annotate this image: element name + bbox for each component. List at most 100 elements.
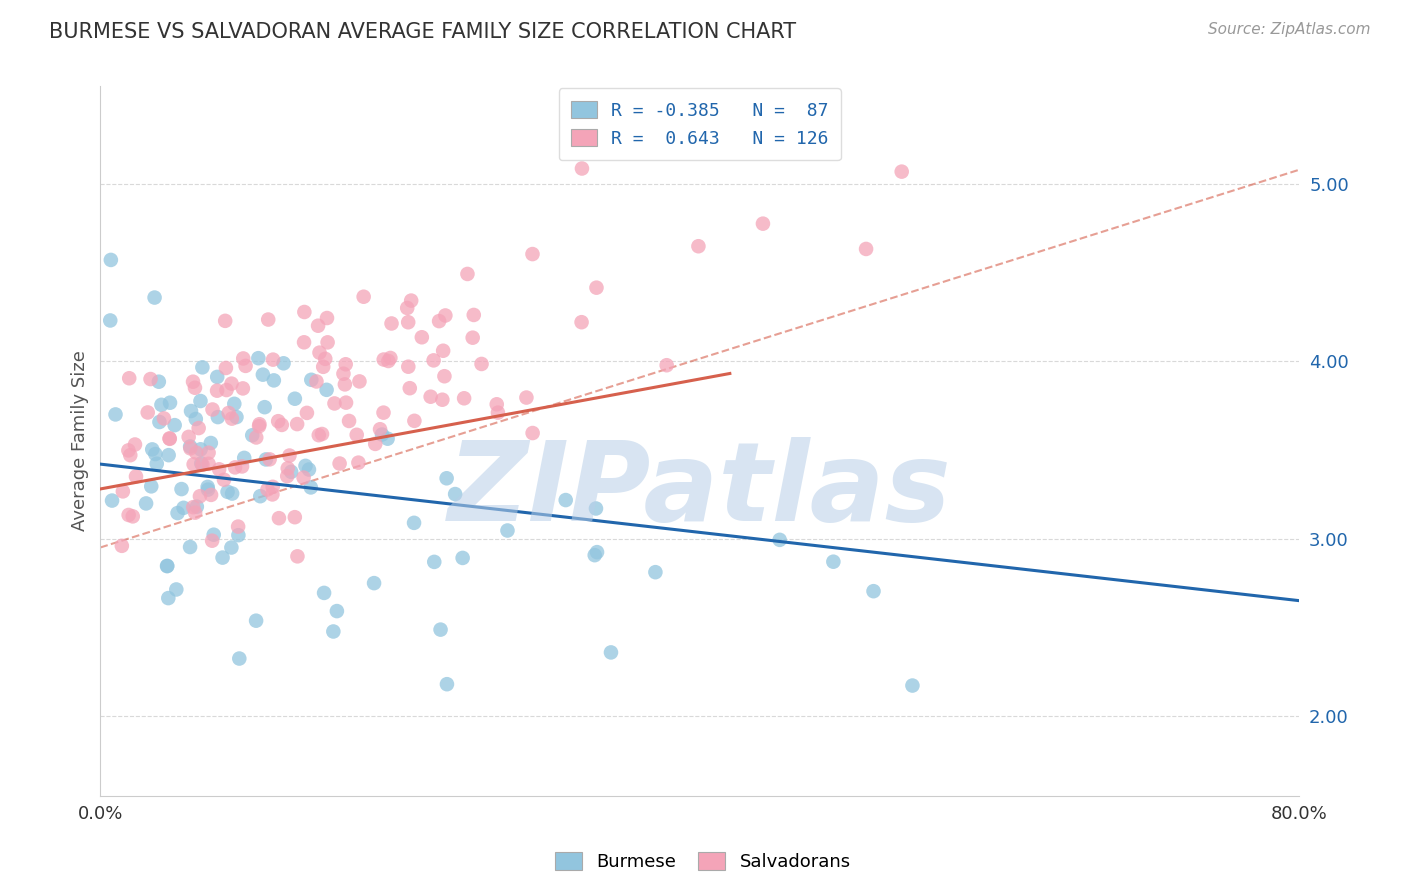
Point <box>436 677 458 691</box>
Point <box>485 397 508 411</box>
Point <box>165 582 187 597</box>
Point <box>214 314 236 328</box>
Point <box>470 357 492 371</box>
Point <box>211 550 233 565</box>
Legend: Burmese, Salvadorans: Burmese, Salvadorans <box>548 846 858 879</box>
Point <box>262 480 284 494</box>
Point <box>179 440 201 454</box>
Point <box>224 397 246 411</box>
Point <box>380 317 402 331</box>
Point <box>187 421 209 435</box>
Point <box>166 506 188 520</box>
Point <box>432 392 454 407</box>
Point <box>423 555 446 569</box>
Point <box>148 415 170 429</box>
Point <box>188 489 211 503</box>
Point <box>135 496 157 510</box>
Point <box>329 457 352 471</box>
Point <box>752 217 775 231</box>
Point <box>332 367 354 381</box>
Point <box>201 533 224 548</box>
Point <box>190 442 212 457</box>
Point <box>347 456 370 470</box>
Point <box>212 473 235 487</box>
Point <box>280 465 302 479</box>
Point <box>190 394 212 409</box>
Point <box>245 430 267 444</box>
Point <box>862 584 884 599</box>
Point <box>235 359 257 373</box>
Point <box>197 457 219 471</box>
Point <box>335 395 357 409</box>
Point <box>184 412 207 426</box>
Point <box>221 486 243 500</box>
Point <box>183 458 205 472</box>
Point <box>197 446 219 460</box>
Point <box>373 352 395 367</box>
Point <box>433 369 456 384</box>
Point <box>215 383 238 397</box>
Point <box>240 428 263 442</box>
Point <box>247 419 270 434</box>
Point <box>184 506 207 520</box>
Point <box>396 359 419 374</box>
Point <box>769 533 792 547</box>
Point <box>262 352 284 367</box>
Point <box>335 357 357 371</box>
Point <box>436 471 458 485</box>
Point <box>427 314 450 328</box>
Y-axis label: Average Family Size: Average Family Size <box>72 351 89 532</box>
Point <box>571 161 593 176</box>
Point <box>453 392 475 406</box>
Point <box>98 313 121 327</box>
Point <box>101 493 124 508</box>
Point <box>644 565 666 579</box>
Point <box>337 414 360 428</box>
Point <box>217 484 239 499</box>
Point <box>186 500 208 514</box>
Point <box>404 414 426 428</box>
Point <box>585 280 607 294</box>
Point <box>118 371 141 385</box>
Point <box>145 457 167 471</box>
Point <box>179 540 201 554</box>
Point <box>554 493 576 508</box>
Point <box>396 301 419 315</box>
Point <box>522 247 544 261</box>
Text: BURMESE VS SALVADORAN AVERAGE FAMILY SIZE CORRELATION CHART: BURMESE VS SALVADORAN AVERAGE FAMILY SIZ… <box>49 22 796 42</box>
Point <box>233 450 256 465</box>
Point <box>221 411 243 425</box>
Point <box>278 449 301 463</box>
Point <box>333 377 356 392</box>
Point <box>273 356 295 370</box>
Point <box>377 354 399 368</box>
Point <box>287 549 309 564</box>
Text: Source: ZipAtlas.com: Source: ZipAtlas.com <box>1208 22 1371 37</box>
Text: ZIPatlas: ZIPatlas <box>449 437 952 544</box>
Point <box>312 359 335 374</box>
Point <box>231 459 253 474</box>
Point <box>688 239 710 253</box>
Point <box>205 370 228 384</box>
Point <box>117 443 139 458</box>
Point <box>270 417 292 432</box>
Point <box>200 436 222 450</box>
Point <box>373 406 395 420</box>
Point <box>823 555 845 569</box>
Point <box>267 511 290 525</box>
Point <box>117 508 139 522</box>
Point <box>184 381 207 395</box>
Point <box>139 372 162 386</box>
Point <box>221 541 243 555</box>
Point <box>326 604 349 618</box>
Point <box>111 484 134 499</box>
Point <box>249 417 271 432</box>
Point <box>141 442 163 457</box>
Point <box>190 456 212 470</box>
Point <box>294 458 316 473</box>
Point <box>267 414 290 428</box>
Point <box>276 469 298 483</box>
Point <box>143 291 166 305</box>
Point <box>655 358 678 372</box>
Point <box>890 164 912 178</box>
